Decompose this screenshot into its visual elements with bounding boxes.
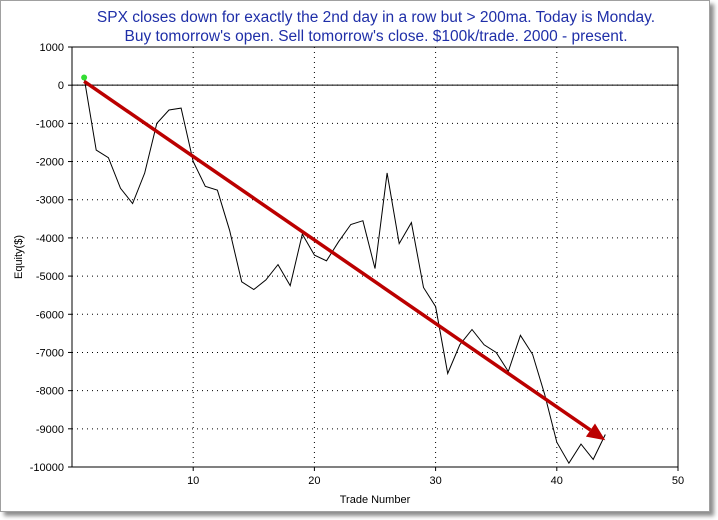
y-tick-label: -1000 [36, 118, 64, 130]
x-tick-label: 20 [308, 475, 320, 487]
y-tick-label: -4000 [36, 233, 64, 245]
x-tick-label: 40 [551, 475, 563, 487]
x-tick-label: 50 [672, 475, 684, 487]
trend-arrow-shaft [83, 79, 592, 432]
x-axis-label: Trade Number [340, 494, 411, 506]
equity-series-line [83, 77, 606, 465]
y-axis-label: Equity($) [13, 235, 25, 279]
overlay-group [81, 74, 606, 441]
x-tick-label: 30 [429, 475, 441, 487]
y-tick-label: 1000 [40, 42, 64, 54]
grid-lines [72, 47, 678, 467]
y-tick-label: -10000 [30, 462, 64, 474]
y-tick-label: -2000 [36, 157, 64, 169]
chart-title: SPX closes down for exactly the 2nd day … [0, 8, 718, 46]
series-group [83, 77, 606, 465]
x-tick-label: 10 [187, 475, 199, 487]
y-tick-label: -8000 [36, 386, 64, 398]
y-tick-label: 0 [58, 80, 64, 92]
chart-title-line1: SPX closes down for exactly the 2nd day … [96, 9, 656, 26]
x-axis: 10 20 30 40 50 [187, 467, 684, 487]
y-tick-label: -9000 [36, 424, 64, 436]
y-axis: 1000 0 -1000 -2000 -3000 -4000 -5000 -6000 -7000… [30, 42, 72, 474]
plot-area [71, 46, 679, 468]
start-marker [81, 74, 88, 81]
chart-title-line2: Buy tomorrow's open. Sell tomorrow's clo… [124, 28, 628, 45]
trend-arrow-head [585, 423, 606, 441]
y-tick-label: -3000 [36, 195, 64, 207]
y-tick-label: -7000 [36, 347, 64, 359]
y-tick-label: -6000 [36, 309, 64, 321]
y-tick-label: -5000 [36, 271, 64, 283]
